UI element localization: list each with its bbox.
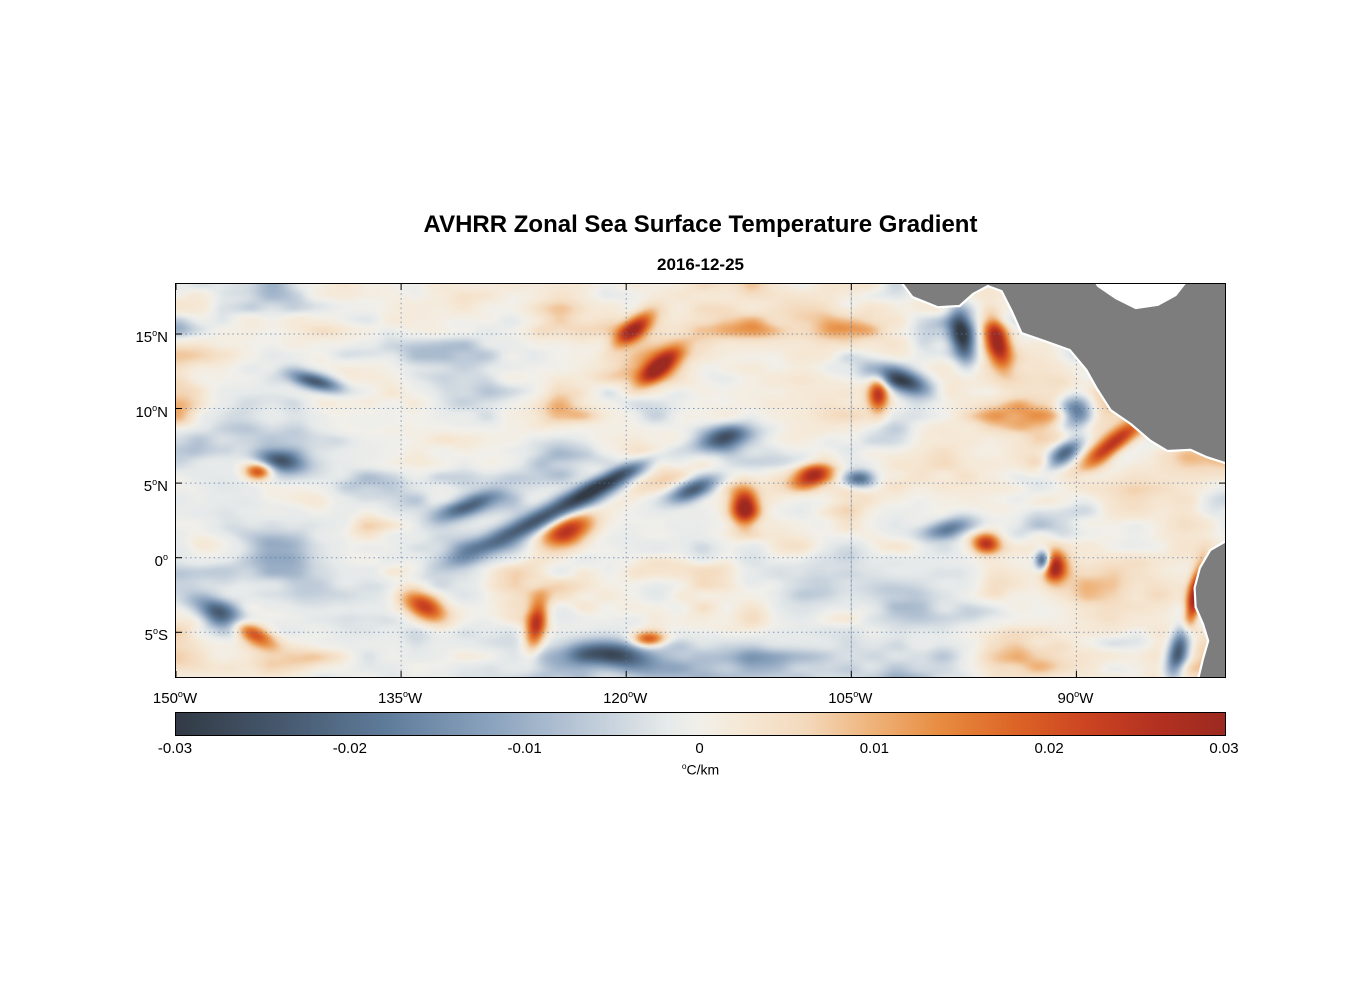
colorbar-tick-label: 0 (695, 740, 704, 757)
y-tick-label: 5oN (143, 477, 168, 496)
map-overlay (176, 284, 1225, 677)
colorbar-tick-label: -0.03 (157, 740, 193, 757)
colorbar-tick-label: -0.02 (332, 740, 367, 757)
colorbar-tick-label: 0.02 (1034, 740, 1064, 757)
colorbar-tick-label: 0.03 (1209, 740, 1239, 757)
y-tick-label: 10oN (135, 402, 168, 421)
colorbar-unit-label: oC/km (681, 761, 720, 778)
y-tick-label: 15oN (135, 327, 168, 346)
map-plot-area (175, 283, 1226, 678)
chart-date: 2016-12-25 (657, 255, 744, 274)
landmass-south-america (1193, 540, 1225, 677)
chart-title: AVHRR Zonal Sea Surface Temperature Grad… (423, 211, 978, 238)
colorbar-tick-label: -0.01 (507, 740, 542, 757)
y-tick-label: 5oS (144, 626, 168, 645)
x-tick-label: 120oW (603, 689, 648, 707)
landmass-central-america (901, 284, 1225, 465)
x-tick-label: 90oW (1057, 689, 1094, 707)
sst-gradient-canvas (176, 284, 1225, 677)
x-tick-label: 105oW (828, 689, 873, 707)
colorbar-gradient-canvas (176, 713, 1225, 735)
x-tick-label: 150oW (152, 689, 198, 707)
colorbar-tick-label: 0.01 (859, 740, 889, 757)
graticule (176, 284, 1225, 677)
x-tick-label: 135oW (377, 689, 423, 707)
colorbar (175, 712, 1226, 736)
land (901, 284, 1225, 677)
y-tick-label: 0o (154, 551, 168, 570)
